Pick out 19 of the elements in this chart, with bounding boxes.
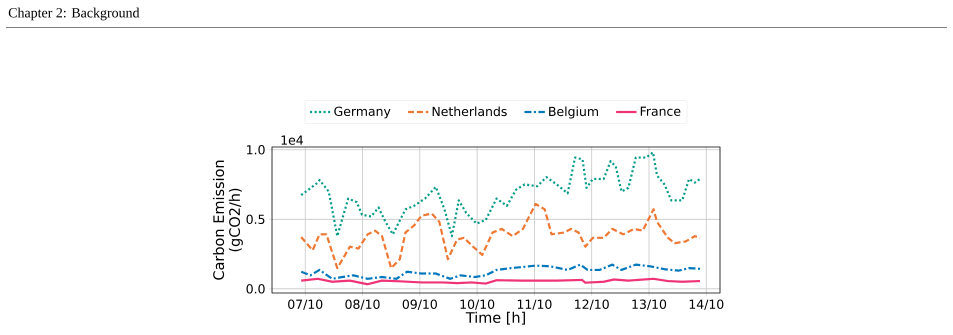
legend-label: Germany [334,106,390,118]
x-tick-label: 11/10 [518,300,552,310]
y-tick-label: 0.0 [246,284,265,294]
y-tick-label: 1.0 [247,145,265,154]
legend-label: Belgium [549,106,598,119]
y-tick-label: 0.5 [246,214,264,224]
x-tick-label: 08/10 [345,300,380,310]
text: Chapter 2: Background [8,8,140,20]
y-axis-title: Carbon Emission (gCO2/h) [212,160,243,280]
legend-label: Netherlands [432,106,507,116]
x-tick-label: 07/10 [288,300,322,310]
x-tick-label: 09/10 [402,300,437,310]
x-tick-label: 10/10 [460,300,494,310]
x-tick-label: 13/10 [632,300,666,310]
x-tick-label: 12/10 [575,300,609,310]
legend-label: France [640,106,680,116]
text: 1e4 [282,136,304,145]
x-tick-label: 14/10 [690,300,724,310]
x-axis-title: Time [h] [466,312,525,325]
